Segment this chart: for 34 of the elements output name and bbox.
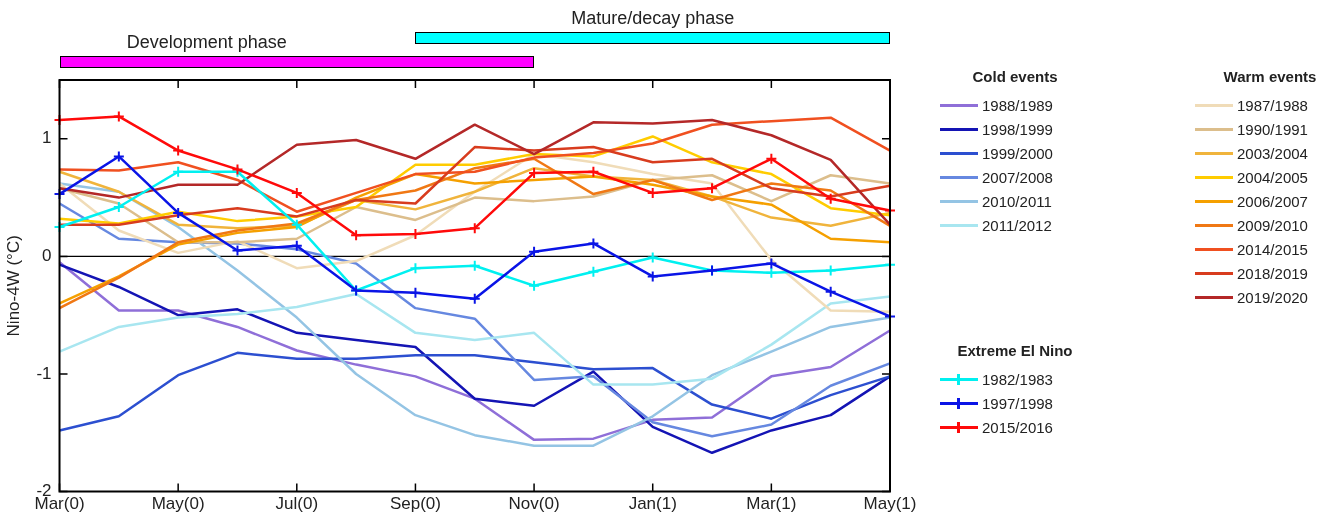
legend-label: 2009/2010 <box>1237 216 1308 234</box>
legend-label: 1982/1983 <box>982 370 1053 388</box>
legend-label: 1990/1991 <box>1237 120 1308 138</box>
y-tick-label: 0 <box>42 246 52 266</box>
x-tick-label: May(1) <box>863 494 917 514</box>
y-axis-title: Nino-4W (°C) <box>3 235 23 337</box>
legend-label: 2019/2020 <box>1237 288 1308 306</box>
y-tick-label: -1 <box>36 363 52 383</box>
legend-label: 1999/2000 <box>982 144 1053 162</box>
x-tick-label: Mar(1) <box>746 494 797 514</box>
legend-label: 2014/2015 <box>1237 240 1308 258</box>
legend-label: 2011/2012 <box>982 216 1052 234</box>
text: Extreme El Nino <box>956 342 1074 359</box>
legend-label: 2003/2004 <box>1237 144 1308 162</box>
legend-label: 2004/2005 <box>1237 168 1308 186</box>
legend-label: 1988/1989 <box>982 96 1053 114</box>
legend-label: 1997/1998 <box>982 394 1053 412</box>
legend-label: 2010/2011 <box>982 192 1052 210</box>
text: Warm events <box>1222 68 1318 85</box>
x-tick-label: Nov(0) <box>508 494 560 514</box>
legend-label: 1987/1988 <box>1237 96 1308 114</box>
x-tick-label: Jan(1) <box>628 494 677 514</box>
text: Mature/decay phase <box>571 8 735 29</box>
text: Cold events <box>971 68 1059 85</box>
legend-label: 2015/2016 <box>982 418 1053 436</box>
y-tick-label: 1 <box>42 128 52 148</box>
x-tick-label: Sep(0) <box>389 494 441 514</box>
legend-label: 2018/2019 <box>1237 264 1308 282</box>
x-tick-label: Jul(0) <box>275 494 319 514</box>
legend-label: 1998/1999 <box>982 120 1053 138</box>
x-tick-label: May(0) <box>151 494 205 514</box>
legend-label: 2007/2008 <box>982 168 1053 186</box>
text: Development phase <box>126 32 287 53</box>
legend-label: 2006/2007 <box>1237 192 1308 210</box>
